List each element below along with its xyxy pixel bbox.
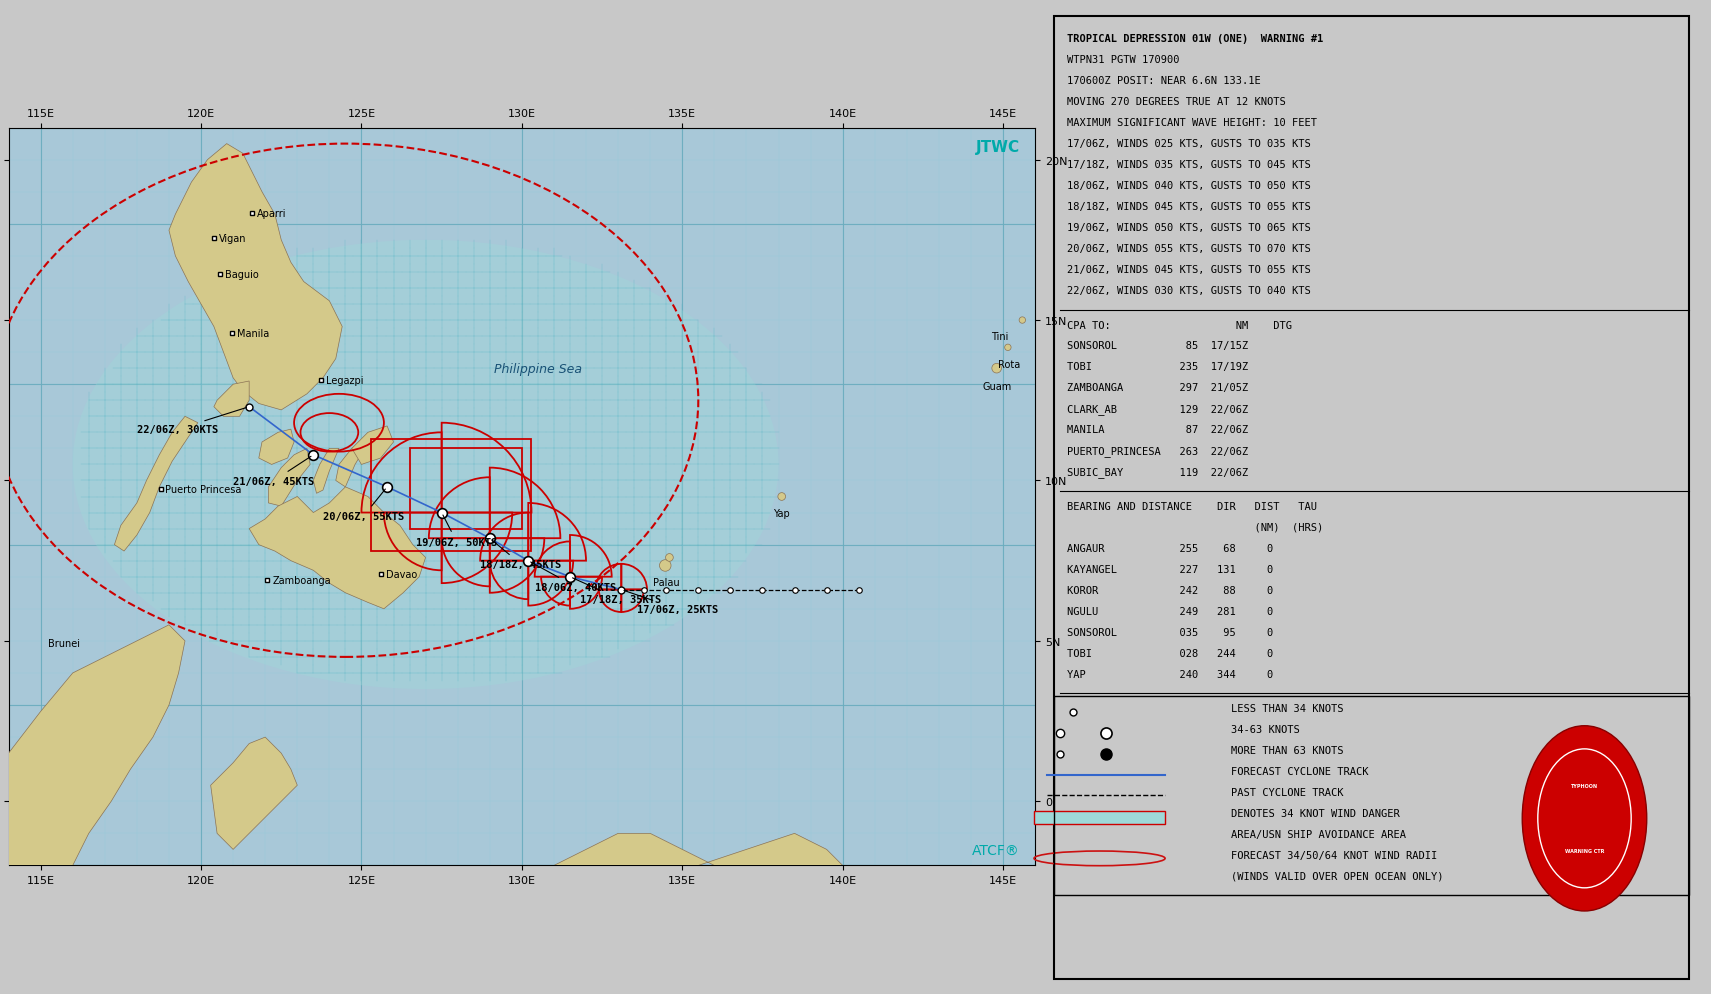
Text: 17/06Z, WINDS 025 KTS, GUSTS TO 035 KTS: 17/06Z, WINDS 025 KTS, GUSTS TO 035 KTS — [1066, 139, 1311, 149]
Ellipse shape — [72, 241, 779, 689]
Text: 18/18Z, 45KTS: 18/18Z, 45KTS — [481, 541, 561, 570]
Text: Palau: Palau — [654, 578, 679, 587]
Text: Tini: Tini — [991, 332, 1008, 342]
Text: 21/06Z, 45KTS: 21/06Z, 45KTS — [233, 457, 315, 486]
Text: TYPHOON: TYPHOON — [1571, 783, 1598, 788]
Polygon shape — [554, 834, 842, 866]
Text: NGULU             249   281     0: NGULU 249 281 0 — [1066, 606, 1273, 616]
Text: Yap: Yap — [773, 508, 790, 518]
Text: AREA/USN SHIP AVOIDANCE AREA: AREA/USN SHIP AVOIDANCE AREA — [1230, 829, 1406, 839]
Text: MAXIMUM SIGNIFICANT WAVE HEIGHT: 10 FEET: MAXIMUM SIGNIFICANT WAVE HEIGHT: 10 FEET — [1066, 118, 1317, 128]
Polygon shape — [250, 487, 426, 609]
Text: 20/06Z, 55KTS: 20/06Z, 55KTS — [323, 489, 404, 522]
Polygon shape — [115, 416, 198, 552]
Text: LESS THAN 34 KNOTS: LESS THAN 34 KNOTS — [1230, 704, 1343, 714]
Text: 19/06Z, 50KTS: 19/06Z, 50KTS — [416, 516, 498, 547]
Text: PUERTO_PRINCESA   263  22/06Z: PUERTO_PRINCESA 263 22/06Z — [1066, 446, 1247, 457]
Polygon shape — [169, 144, 342, 411]
Text: 22/06Z, 30KTS: 22/06Z, 30KTS — [137, 409, 246, 435]
Text: 18/18Z, WINDS 045 KTS, GUSTS TO 055 KTS: 18/18Z, WINDS 045 KTS, GUSTS TO 055 KTS — [1066, 202, 1311, 212]
Text: PAST CYCLONE TRACK: PAST CYCLONE TRACK — [1230, 787, 1343, 797]
Text: WTPN31 PGTW 170900: WTPN31 PGTW 170900 — [1066, 56, 1179, 66]
Polygon shape — [210, 738, 298, 850]
Text: Manila: Manila — [236, 329, 269, 339]
Polygon shape — [214, 382, 250, 416]
Circle shape — [1020, 317, 1025, 324]
Text: 19/06Z, WINDS 050 KTS, GUSTS TO 065 KTS: 19/06Z, WINDS 050 KTS, GUSTS TO 065 KTS — [1066, 223, 1311, 233]
FancyBboxPatch shape — [1033, 811, 1165, 824]
Text: DENOTES 34 KNOT WIND DANGER: DENOTES 34 KNOT WIND DANGER — [1230, 808, 1400, 818]
Text: SUBIC_BAY         119  22/06Z: SUBIC_BAY 119 22/06Z — [1066, 467, 1247, 478]
Text: CPA TO:                    NM    DTG: CPA TO: NM DTG — [1066, 320, 1292, 330]
Text: 170600Z POSIT: NEAR 6.6N 133.1E: 170600Z POSIT: NEAR 6.6N 133.1E — [1066, 77, 1261, 86]
Text: Vigan: Vigan — [219, 234, 246, 244]
Polygon shape — [269, 449, 310, 507]
Text: ATCF®: ATCF® — [972, 843, 1020, 857]
Circle shape — [992, 364, 1001, 374]
Text: SONSOROL          035    95     0: SONSOROL 035 95 0 — [1066, 627, 1273, 637]
Polygon shape — [335, 442, 364, 487]
Text: Guam: Guam — [982, 382, 1011, 392]
Text: Davao: Davao — [385, 570, 417, 580]
Text: 17/18Z, WINDS 035 KTS, GUSTS TO 045 KTS: 17/18Z, WINDS 035 KTS, GUSTS TO 045 KTS — [1066, 160, 1311, 170]
Text: 17/06Z, 25KTS: 17/06Z, 25KTS — [625, 590, 719, 614]
Text: KAYANGEL          227   131     0: KAYANGEL 227 131 0 — [1066, 565, 1273, 575]
Text: TOBI              028   244     0: TOBI 028 244 0 — [1066, 648, 1273, 658]
Text: BEARING AND DISTANCE    DIR   DIST   TAU: BEARING AND DISTANCE DIR DIST TAU — [1066, 501, 1317, 511]
Text: Brunei: Brunei — [48, 638, 80, 648]
Circle shape — [659, 561, 671, 572]
Text: ANGAUR            255    68     0: ANGAUR 255 68 0 — [1066, 544, 1273, 554]
Text: Zamboanga: Zamboanga — [272, 575, 330, 585]
Text: WARNING CTR: WARNING CTR — [1566, 849, 1605, 854]
Text: 21/06Z, WINDS 045 KTS, GUSTS TO 055 KTS: 21/06Z, WINDS 045 KTS, GUSTS TO 055 KTS — [1066, 264, 1311, 274]
Text: Aparri: Aparri — [257, 209, 287, 219]
Text: 20/06Z, WINDS 055 KTS, GUSTS TO 070 KTS: 20/06Z, WINDS 055 KTS, GUSTS TO 070 KTS — [1066, 244, 1311, 253]
Circle shape — [666, 554, 672, 562]
Circle shape — [779, 493, 785, 501]
Text: 34-63 KNOTS: 34-63 KNOTS — [1230, 725, 1299, 735]
Text: JTWC: JTWC — [975, 139, 1020, 154]
Text: CLARK_AB          129  22/06Z: CLARK_AB 129 22/06Z — [1066, 404, 1247, 414]
Polygon shape — [352, 426, 394, 465]
Text: TROPICAL DEPRESSION 01W (ONE)  WARNING #1: TROPICAL DEPRESSION 01W (ONE) WARNING #1 — [1066, 35, 1323, 45]
Text: Puerto Princesa: Puerto Princesa — [166, 484, 241, 494]
Text: TOBI              235  17/19Z: TOBI 235 17/19Z — [1066, 362, 1247, 372]
Text: MOVING 270 DEGREES TRUE AT 12 KNOTS: MOVING 270 DEGREES TRUE AT 12 KNOTS — [1066, 97, 1285, 107]
Text: 22/06Z, WINDS 030 KTS, GUSTS TO 040 KTS: 22/06Z, WINDS 030 KTS, GUSTS TO 040 KTS — [1066, 285, 1311, 295]
Text: Legazpi: Legazpi — [325, 376, 363, 386]
Text: (WINDS VALID OVER OPEN OCEAN ONLY): (WINDS VALID OVER OPEN OCEAN ONLY) — [1230, 871, 1442, 881]
Text: SONSOROL           85  17/15Z: SONSOROL 85 17/15Z — [1066, 341, 1247, 351]
Text: (NM)  (HRS): (NM) (HRS) — [1066, 522, 1323, 533]
Polygon shape — [258, 429, 294, 465]
Circle shape — [1523, 726, 1646, 911]
Text: FORECAST 34/50/64 KNOT WIND RADII: FORECAST 34/50/64 KNOT WIND RADII — [1230, 850, 1437, 860]
Text: Baguio: Baguio — [226, 270, 258, 280]
Circle shape — [1004, 345, 1011, 351]
Polygon shape — [9, 625, 185, 866]
Polygon shape — [313, 449, 339, 494]
Text: KOROR             242    88     0: KOROR 242 88 0 — [1066, 585, 1273, 595]
Text: FORECAST CYCLONE TRACK: FORECAST CYCLONE TRACK — [1230, 766, 1369, 776]
Text: Philippine Sea: Philippine Sea — [494, 362, 582, 376]
Text: 17/18Z, 35KTS: 17/18Z, 35KTS — [573, 579, 660, 604]
Text: MORE THAN 63 KNOTS: MORE THAN 63 KNOTS — [1230, 746, 1343, 755]
Text: 18/06Z, 40KTS: 18/06Z, 40KTS — [530, 563, 616, 592]
Text: YAP               240   344     0: YAP 240 344 0 — [1066, 669, 1273, 679]
Text: Rota: Rota — [998, 359, 1021, 369]
Text: MANILA             87  22/06Z: MANILA 87 22/06Z — [1066, 424, 1247, 435]
Text: 18/06Z, WINDS 040 KTS, GUSTS TO 050 KTS: 18/06Z, WINDS 040 KTS, GUSTS TO 050 KTS — [1066, 181, 1311, 191]
Text: ZAMBOANGA         297  21/05Z: ZAMBOANGA 297 21/05Z — [1066, 383, 1247, 393]
